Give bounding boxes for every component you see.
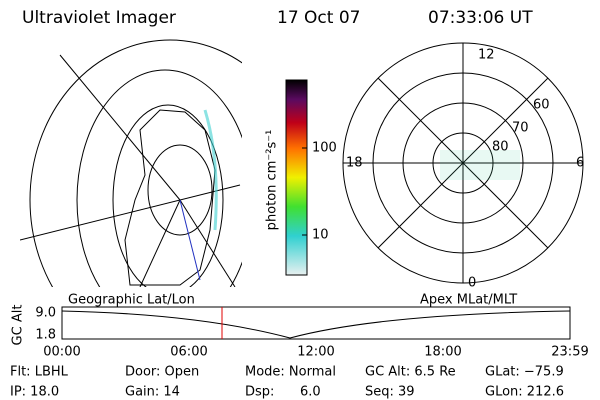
- footer-field: GC Alt: 6.5 Re: [365, 365, 456, 380]
- date: 17 Oct 07: [277, 8, 360, 28]
- footer-field: GLon: 212.6: [485, 385, 564, 400]
- x-tick-label: 12:00: [297, 345, 334, 360]
- altitude-curve: [61, 310, 571, 339]
- left-label: Geographic Lat/Lon: [68, 293, 195, 308]
- footer-field: GLat: −75.9: [485, 365, 564, 380]
- mlt-label: 0: [468, 276, 476, 291]
- title: Ultraviolet Imager: [22, 8, 176, 28]
- lat-label: 60: [533, 98, 550, 113]
- y-tick-label: 9.0: [35, 306, 56, 321]
- right-label: Apex MLat/MLT: [420, 293, 517, 308]
- x-tick-label: 06:00: [170, 345, 207, 360]
- colorbar-unit: photon cm⁻²s⁻¹: [265, 130, 280, 231]
- altitude-frame: [61, 306, 571, 340]
- lat-label: 70: [512, 121, 529, 136]
- footer-field: Gain: 14: [125, 385, 180, 400]
- mlt-label: 12: [478, 48, 495, 63]
- colorbar-tick-label: 100: [312, 141, 337, 156]
- footer-field: IP: 18.0: [10, 385, 59, 400]
- altitude-axis-label: GC Alt: [11, 305, 26, 346]
- footer-field: Flt: LBHL: [10, 365, 69, 380]
- mlt-label: 18: [346, 156, 363, 171]
- footer-field: 6.0: [300, 385, 321, 400]
- x-tick-label: 23:59: [551, 345, 588, 360]
- lat-label: 80: [492, 140, 509, 155]
- mlt-label: 6: [576, 156, 584, 171]
- footer-field: Mode: Normal: [245, 365, 336, 380]
- polar-map: [342, 42, 584, 284]
- footer-field: Door: Open: [125, 365, 199, 380]
- x-tick-label: 00:00: [43, 345, 80, 360]
- geographic-map: [20, 39, 242, 287]
- time: 07:33:06 UT: [428, 8, 533, 28]
- x-tick-label: 18:00: [424, 345, 461, 360]
- footer: Flt: LBHL Door: Open Mode: Normal GC Alt: 6…: [10, 365, 564, 400]
- colorbar: [285, 79, 308, 276]
- colorbar-tick-label: 10: [312, 228, 329, 243]
- footer-field: Dsp:: [245, 385, 274, 400]
- x-ticks: 00:00 06:00 12:00 18:00 23:59: [43, 345, 588, 360]
- footer-field: Seq: 39: [365, 385, 415, 400]
- y-tick-label: 1.8: [35, 328, 56, 343]
